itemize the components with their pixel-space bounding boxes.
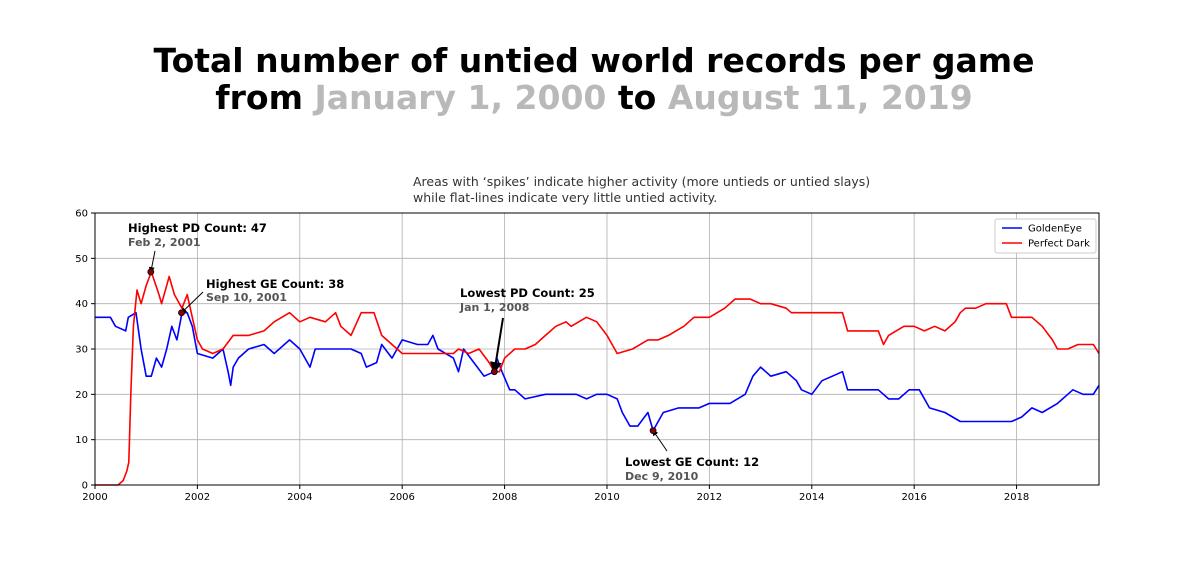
title-start-date: January 1, 2000 xyxy=(314,78,607,117)
page-title-line1: Total number of untied world records per… xyxy=(153,41,1035,80)
annotation-marker xyxy=(649,427,657,435)
x-tick-label: 2016 xyxy=(901,492,926,503)
chart-legend: GoldenEye Perfect Dark xyxy=(994,218,1097,254)
annotation-arrow xyxy=(180,291,204,314)
annotation-marker xyxy=(490,368,498,376)
y-tick-label: 40 xyxy=(75,299,88,310)
legend-label-goldeneye: GoldenEye xyxy=(1028,224,1082,235)
annotation-date: Sep 10, 2001 xyxy=(206,291,287,304)
x-tick-label: 2004 xyxy=(287,492,312,503)
x-tick-label: 2012 xyxy=(697,492,722,503)
series-line-perfect-dark xyxy=(95,271,1100,486)
title-mid: to xyxy=(606,78,668,117)
annotation-marker xyxy=(147,268,155,276)
x-tick-label: 2000 xyxy=(82,492,107,503)
axis-ticks: 2000 2002 2004 2006 2008 2010 2012 2014 2016 2018… xyxy=(75,209,1029,504)
x-tick-label: 2014 xyxy=(799,492,824,503)
x-tick-label: 2002 xyxy=(185,492,210,503)
subtitle-line2: while flat-lines indicate very little un… xyxy=(413,190,718,205)
annotation-date: Feb 2, 2001 xyxy=(128,236,201,249)
title-end-date: August 11, 2019 xyxy=(667,78,973,117)
series-lines xyxy=(95,271,1100,486)
y-tick-label: 10 xyxy=(75,435,88,446)
y-tick-label: 30 xyxy=(75,345,88,356)
annotation-arrow xyxy=(489,317,504,375)
chart-subtitle: Areas with ‘spikes’ indicate higher acti… xyxy=(413,174,870,206)
subtitle-line1: Areas with ‘spikes’ indicate higher acti… xyxy=(413,174,871,189)
x-tick-label: 2018 xyxy=(1004,492,1029,503)
annotation-date: Jan 1, 2008 xyxy=(459,301,529,314)
x-tick-label: 2010 xyxy=(594,492,619,503)
x-tick-label: 2006 xyxy=(389,492,414,503)
y-tick-label: 60 xyxy=(75,209,88,220)
annotation-label: Lowest PD Count: 25 xyxy=(460,286,595,300)
annotation-arrow xyxy=(148,250,156,274)
y-tick-label: 20 xyxy=(75,390,88,401)
annotation-date: Dec 9, 2010 xyxy=(625,470,699,483)
annotation-arrow xyxy=(652,429,668,452)
x-tick-label: 2008 xyxy=(492,492,517,503)
title-prefix: from xyxy=(215,78,315,117)
annotation-label: Highest GE Count: 38 xyxy=(206,277,344,291)
legend-label-perfect-dark: Perfect Dark xyxy=(1028,239,1090,250)
series-line-goldeneye xyxy=(95,311,1100,432)
y-tick-label: 0 xyxy=(82,481,88,492)
grid-lines xyxy=(94,212,1099,486)
y-tick-label: 50 xyxy=(75,254,88,265)
annotation-marker xyxy=(178,309,185,317)
annotation-label: Highest PD Count: 47 xyxy=(128,221,267,235)
page-title-line2: from January 1, 2000 to August 11, 2019 xyxy=(0,79,1188,117)
annotation-label: Lowest GE Count: 12 xyxy=(625,455,759,469)
